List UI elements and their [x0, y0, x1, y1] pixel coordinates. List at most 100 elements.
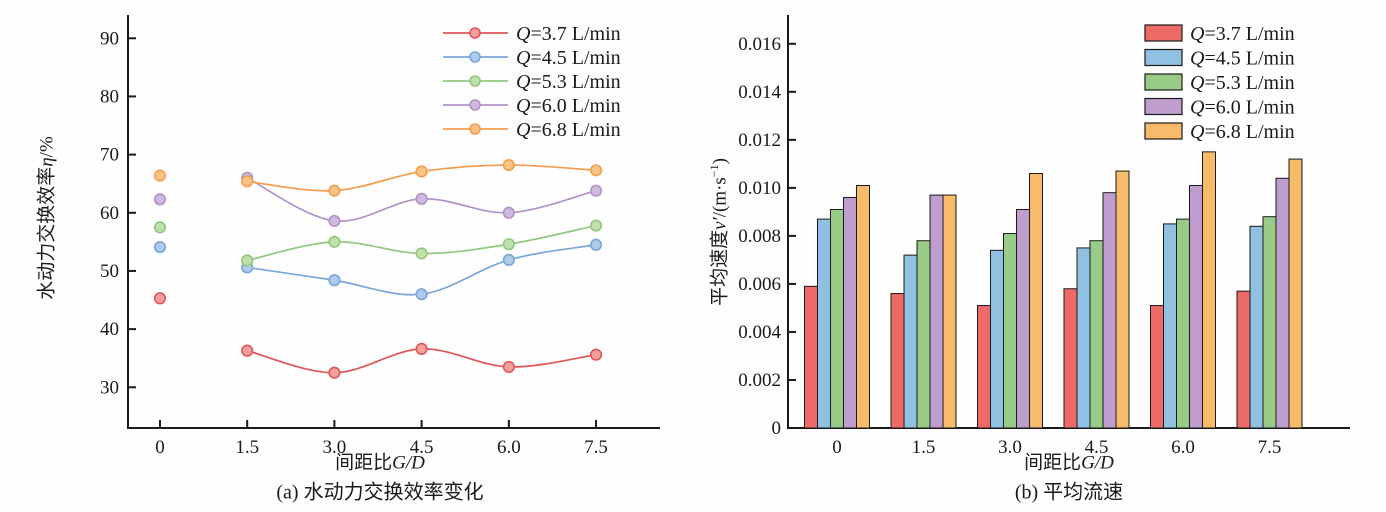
legend-marker: [469, 75, 481, 87]
bar: [856, 184, 870, 429]
legend-item: Q=6.8 L/min: [443, 119, 621, 141]
bar: [1115, 170, 1130, 429]
legend-label: Q=3.7 L/min: [516, 23, 621, 45]
data-point-marker: [241, 254, 254, 267]
bar: [929, 194, 944, 429]
bar: [977, 305, 991, 429]
caption-b: (b) 平均流速: [1014, 481, 1124, 504]
data-point-marker: [502, 360, 515, 374]
legend-label: Q=4.5 L/min: [1190, 48, 1295, 70]
legend-item: Q=5.3 L/min: [443, 71, 621, 93]
y-tick-label: 0.002: [738, 370, 781, 391]
legend-swatch: [1144, 97, 1183, 116]
x-tick-label: 4.5: [1085, 437, 1109, 458]
data-point-marker: [589, 219, 603, 232]
y-tick-label: 0.014: [738, 82, 781, 103]
legend-swatch: [1144, 48, 1183, 67]
legend-item: Q=6.8 L/min: [1144, 121, 1295, 143]
legend-item: Q=5.3 L/min: [1144, 72, 1295, 94]
bar-series-3.7: [804, 285, 1251, 429]
bar: [942, 194, 957, 429]
legend-item: Q=6.0 L/min: [443, 95, 621, 117]
bar: [1275, 177, 1290, 429]
data-point-marker: [328, 214, 341, 228]
legend-label: Q=6.0 L/min: [1190, 97, 1295, 119]
x-tick-label: 1.5: [912, 437, 936, 458]
panel-line-chart: 30 40 50 60 70 80 90 0 1.5 3.0 4.5 6.0 7.5 Q=3.7 L/mi…: [32, 15, 660, 504]
x-tick-label: 0: [832, 437, 842, 458]
bar: [990, 249, 1004, 429]
line-series-6.0: [153, 171, 603, 228]
line-series-6.8: [153, 158, 603, 197]
bar: [1089, 240, 1104, 429]
y-axis-label-a: 水动力交换效率η/%: [32, 136, 59, 300]
legend-marker: [469, 123, 481, 135]
x-axis-label-a: 间距比G/D: [335, 448, 425, 475]
y-tick-label: 0.006: [738, 274, 781, 295]
bar: [1029, 172, 1043, 429]
data-point-marker: [328, 366, 341, 379]
data-point-marker: [415, 342, 428, 355]
data-point-marker: [153, 193, 167, 206]
bar: [1102, 192, 1117, 429]
x-tick-label: 6.0: [1171, 437, 1195, 458]
data-point-marker: [415, 247, 428, 260]
bar: [843, 196, 857, 429]
data-point-marker: [502, 158, 515, 172]
data-point-marker: [153, 221, 167, 234]
bar: [1236, 290, 1251, 429]
y-axis-label-b-unit: /(m·s: [709, 177, 731, 218]
line-series-4.5: [153, 238, 603, 301]
y-tick-label: 60: [100, 203, 119, 224]
y-tick-label: 0.004: [738, 322, 781, 343]
bar: [1249, 225, 1264, 429]
x-tick-label: 0: [155, 437, 165, 458]
data-point-marker: [241, 175, 254, 188]
legend-label: Q=6.8 L/min: [516, 119, 621, 141]
caption-a: (a) 水动力交换效率变化: [276, 481, 484, 504]
bar: [916, 240, 931, 429]
line-series-5.3: [153, 219, 603, 267]
y-axis-label-a-unit: /%: [36, 136, 58, 158]
bar: [817, 218, 831, 429]
y-axis-label-a-symbol: η: [36, 157, 58, 167]
legend-marker: [469, 51, 481, 63]
y-tick-label: 40: [100, 319, 119, 340]
x-axis-label-b-text: 间距比: [1024, 452, 1082, 474]
x-tick-label: 7.5: [584, 437, 608, 458]
data-point-marker: [241, 344, 254, 357]
y-tick-label: 30: [100, 377, 119, 398]
y-axis-label-a-text: 水动力交换效率: [36, 166, 58, 300]
legend-marker: [469, 27, 481, 39]
bar: [1076, 247, 1091, 429]
bar: [1189, 184, 1203, 429]
data-point-marker: [328, 274, 341, 287]
legend-label: Q=6.0 L/min: [516, 95, 621, 117]
data-point-marker: [502, 253, 515, 266]
data-point-marker: [589, 238, 603, 251]
bar: [1262, 216, 1277, 429]
y-axis-label-b-symbol: v′: [709, 217, 731, 230]
panel-bar-chart: 0 0.002 0.004 0.006 0.008 0.010 0.012 0.014 0.01…: [693, 0, 1386, 512]
x-axis-label-a-text: 间距比: [335, 452, 393, 474]
axis-lines: [127, 15, 660, 429]
bar: [1063, 288, 1078, 429]
x-axis-label-b-symbol: G/D: [1081, 452, 1114, 474]
legend-label: Q=4.5 L/min: [516, 47, 621, 69]
bar-chart-canvas: 0 0.002 0.004 0.006 0.008 0.010 0.012 0.014 0.01…: [738, 15, 1350, 458]
legend-label: Q=5.3 L/min: [1190, 72, 1295, 94]
bar: [804, 285, 818, 429]
y-tick-label: 0.012: [738, 130, 781, 151]
legend-label: Q=5.3 L/min: [516, 71, 621, 93]
data-point-marker: [502, 206, 515, 219]
bar: [1288, 158, 1303, 429]
x-tick-label: 1.5: [235, 437, 259, 458]
bar: [1003, 233, 1017, 429]
data-point-marker: [153, 240, 167, 254]
data-point-marker: [415, 165, 428, 178]
bar: [890, 293, 905, 429]
y-axis-label-b-text: 平均速度: [709, 229, 731, 306]
y-axis-label-b-close: ): [709, 158, 731, 165]
data-point-marker: [589, 348, 603, 361]
